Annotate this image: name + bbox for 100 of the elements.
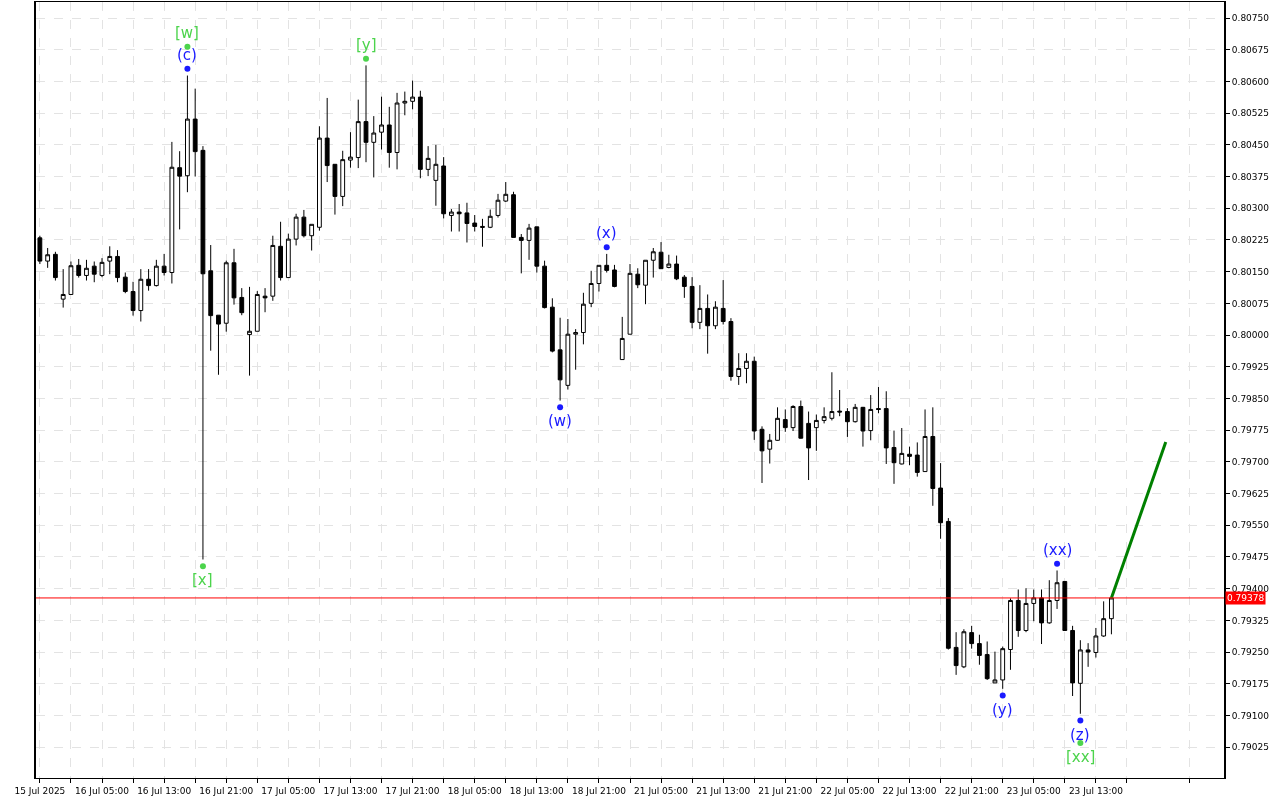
candlestick — [969, 625, 975, 650]
candlestick — [185, 75, 190, 193]
candlestick — [410, 80, 415, 110]
candlestick — [441, 156, 447, 219]
y-tick-label: 0.79400 — [1231, 583, 1270, 594]
candlestick — [619, 316, 625, 361]
x-tick-label: 16 Jul 13:00 — [137, 785, 192, 796]
point — [999, 692, 1006, 699]
candlestick — [433, 144, 439, 207]
candlestick — [829, 371, 835, 421]
point — [1054, 560, 1061, 567]
candlestick — [309, 223, 315, 252]
candlestick — [200, 145, 206, 560]
candlestick — [91, 261, 97, 283]
y-tick-label: 0.80525 — [1231, 108, 1270, 119]
candlestick — [45, 247, 51, 269]
candlestick — [534, 226, 540, 273]
candlestick — [1008, 597, 1013, 671]
candlestick — [60, 268, 66, 309]
candlestick — [417, 90, 423, 179]
candlestick — [247, 286, 252, 377]
candlestick — [146, 268, 151, 292]
candlestick — [953, 631, 959, 676]
candlestick — [208, 244, 214, 352]
candlestick — [1077, 639, 1083, 715]
candlestick — [278, 221, 283, 282]
y-tick-label: 0.80000 — [1231, 330, 1270, 341]
candlestick — [860, 406, 866, 448]
candlestick — [254, 290, 260, 332]
candlestick — [751, 356, 757, 441]
candlestick — [697, 284, 703, 330]
candlestick — [177, 150, 183, 230]
candlestick — [775, 406, 780, 442]
candlestick — [480, 218, 485, 248]
candlestick — [720, 279, 726, 325]
point — [557, 404, 564, 411]
candlestick — [487, 209, 493, 229]
candlestick — [317, 125, 322, 232]
candlestick — [612, 264, 617, 288]
candlestick — [992, 651, 998, 684]
data-label: [x] — [192, 571, 213, 589]
candlestick — [363, 64, 369, 163]
y-tick-label: 0.79925 — [1231, 361, 1270, 372]
candlestick — [169, 141, 175, 284]
candlestick — [99, 257, 105, 278]
candlestick — [713, 300, 718, 330]
candlestick — [122, 272, 128, 294]
y-tick-label: 0.79100 — [1231, 710, 1270, 721]
y-tick-label: 0.80750 — [1231, 13, 1270, 24]
y-tick-label: 0.79175 — [1231, 678, 1270, 689]
candlestick — [821, 406, 827, 424]
candlestick — [472, 214, 478, 232]
x-tick-label: 16 Jul 21:00 — [199, 785, 254, 796]
candlestick — [666, 254, 672, 268]
candlestick — [806, 411, 811, 481]
candlestick — [231, 248, 237, 306]
candlestick — [573, 328, 579, 371]
y-tick-label: 0.80075 — [1231, 298, 1270, 309]
x-tick-label: 21 Jul 13:00 — [696, 785, 751, 796]
candlestick — [643, 259, 648, 305]
y-tick-label: 0.80600 — [1231, 76, 1270, 87]
candlestick — [379, 96, 384, 151]
y-tick-label: 0.79850 — [1231, 393, 1270, 404]
candlestick — [223, 260, 229, 333]
candlestick — [1031, 588, 1037, 622]
candlestick — [984, 640, 990, 681]
x-tick-label: 21 Jul 21:00 — [758, 785, 813, 796]
data-label: (w) — [548, 412, 572, 430]
candlestick — [386, 106, 392, 169]
candlestick — [689, 276, 695, 329]
candlestick — [891, 430, 897, 485]
candlestick — [744, 352, 749, 384]
x-tick-label: 22 Jul 05:00 — [820, 785, 875, 796]
data-label: (c) — [177, 46, 197, 64]
candlestick — [53, 251, 58, 282]
candlestick — [84, 259, 89, 282]
candlestick — [355, 99, 361, 169]
candlestick — [549, 297, 555, 353]
candlestick — [1085, 642, 1091, 668]
x-tick-label: 18 Jul 05:00 — [447, 785, 502, 796]
data-label: (xx) — [1043, 541, 1073, 559]
data-label: [y] — [356, 36, 377, 54]
candlestick — [153, 259, 159, 287]
candlestick — [790, 404, 796, 432]
y-tick-label: 0.79625 — [1231, 488, 1270, 499]
candlestick — [557, 317, 563, 402]
candlestick — [332, 163, 338, 216]
candlestick — [526, 223, 532, 261]
candlestick — [914, 441, 920, 478]
candlestick — [1093, 627, 1099, 659]
candlestick — [542, 260, 547, 309]
candlestick — [348, 131, 353, 169]
data-label: (y) — [992, 701, 1013, 719]
x-tick-label: 23 Jul 13:00 — [1068, 785, 1124, 796]
candlestick — [596, 264, 602, 293]
x-tick-label: 21 Jul 05:00 — [634, 785, 689, 796]
candlestick — [1109, 597, 1114, 635]
y-tick-label: 0.79250 — [1231, 647, 1270, 658]
candlestick — [1054, 569, 1060, 610]
candlestick — [650, 247, 656, 279]
